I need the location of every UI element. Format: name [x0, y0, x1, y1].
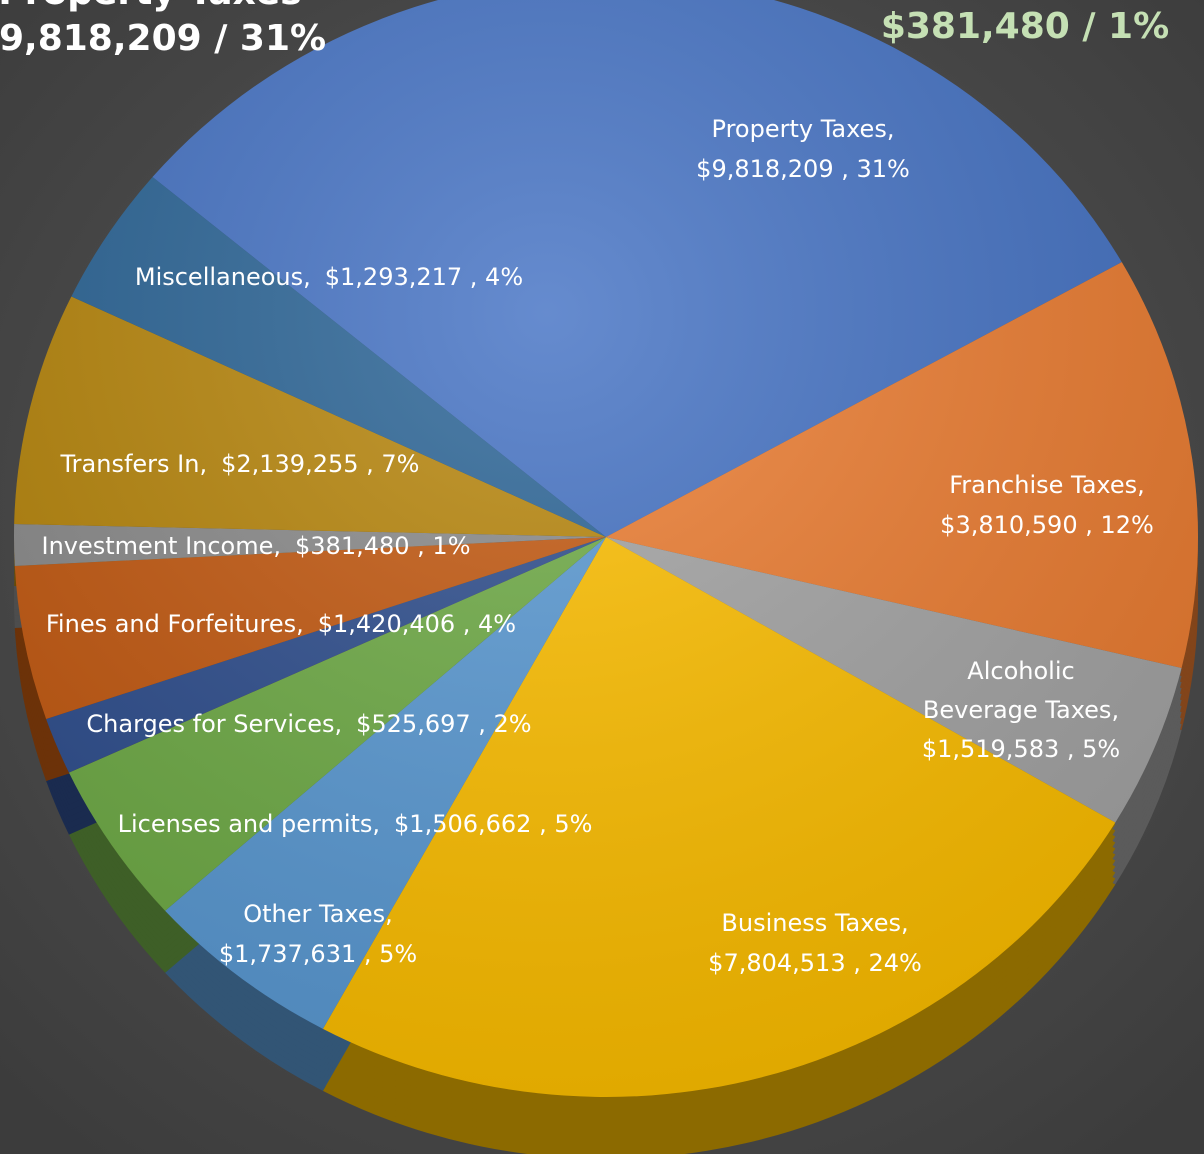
value-label: $1,420,406 , 4%	[318, 610, 516, 638]
value-label: $381,480 , 1%	[295, 532, 470, 560]
data-label: Business Taxes, $7,804,513 , 24%	[708, 909, 922, 977]
data-label: Franchise Taxes, $3,810,590 , 12%	[940, 471, 1154, 539]
category-label: Property Taxes,	[712, 115, 895, 143]
data-label: Other Taxes, $1,737,631 , 5%	[219, 900, 417, 968]
category-label: Fines and Forfeitures,	[46, 610, 304, 638]
data-label: Licenses and permits, $1,506,662 , 5%	[118, 810, 593, 838]
pie-top	[13, 0, 1198, 1097]
category-label: Investment Income,	[42, 532, 282, 560]
category-label: Beverage Taxes,	[923, 696, 1119, 724]
value-label: $2,139,255 , 7%	[221, 450, 419, 478]
category-label: Charges for Services,	[86, 710, 342, 738]
value-label: $3,810,590 , 12%	[940, 511, 1154, 539]
value-label: $1,506,662 , 5%	[394, 810, 592, 838]
data-label: Alcoholic Beverage Taxes, $1,519,583 , 5%	[922, 657, 1120, 763]
value-label: $1,519,583 , 5%	[922, 735, 1120, 763]
category-label: Transfers In,	[60, 450, 208, 478]
value-label: $1,737,631 , 5%	[219, 940, 417, 968]
value-label: $7,804,513 , 24%	[708, 949, 922, 977]
data-label: Miscellaneous, $1,293,217 , 4%	[135, 263, 523, 291]
data-label: Property Taxes, $9,818,209 , 31%	[696, 115, 910, 183]
data-label: Investment Income, $381,480 , 1%	[42, 532, 471, 560]
annotation: $381,480 / 1%	[881, 6, 1169, 47]
annotation: $9,818,209 / 31%	[0, 18, 326, 59]
data-label: Fines and Forfeitures, $1,420,406 , 4%	[46, 610, 516, 638]
category-label: Other Taxes,	[243, 900, 393, 928]
labels: Property Taxes, $9,818,209 , 31% Franchise…	[0, 0, 1169, 977]
category-label: Franchise Taxes,	[949, 471, 1145, 499]
value-label: $9,818,209 , 31%	[696, 155, 910, 183]
data-label: Charges for Services, $525,697 , 2%	[86, 710, 531, 738]
pie-shine	[14, 0, 1198, 1097]
category-label: Miscellaneous,	[135, 263, 311, 291]
value-label: $1,293,217 , 4%	[325, 263, 523, 291]
category-label: Licenses and permits,	[118, 810, 380, 838]
data-label: Transfers In, $2,139,255 , 7%	[60, 450, 420, 478]
category-label: Business Taxes,	[721, 909, 908, 937]
value-label: $525,697 , 2%	[356, 710, 531, 738]
annotation: Property Taxes	[0, 0, 302, 13]
category-label: Alcoholic	[967, 657, 1074, 685]
